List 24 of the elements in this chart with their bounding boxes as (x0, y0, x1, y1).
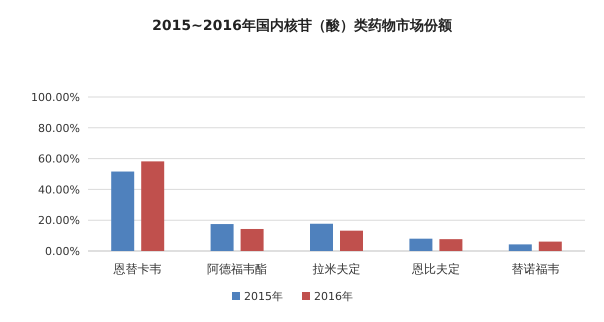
bar (538, 242, 562, 251)
y-tick-label: 40.00% (38, 183, 80, 196)
bar (210, 224, 234, 251)
chart-title: 2015~2016年国内核苷（酸）类药物市场份额 (152, 17, 453, 34)
legend-label: 2015年 (244, 290, 283, 303)
y-tick-label: 80.00% (38, 122, 80, 135)
bar (111, 172, 134, 251)
x-tick-label: 恩比夫定 (410, 262, 460, 276)
y-tick-label: 20.00% (38, 214, 80, 228)
bar (240, 228, 264, 251)
y-tick-label: 60.00% (38, 152, 80, 166)
bar (141, 161, 164, 251)
bar (508, 244, 532, 251)
x-tick-label: 拉米夫定 (312, 262, 360, 276)
x-tick-label: 阿德福韦酯 (207, 262, 268, 276)
bar (439, 239, 462, 251)
y-tick-label: 100.00% (31, 91, 80, 104)
legend-label: 2016年 (314, 290, 353, 303)
x-tick-label: 替诺福韦 (511, 262, 560, 276)
y-tick-label: 0.00% (45, 245, 80, 258)
bar (409, 238, 432, 251)
x-tick-label: 恩替卡韦 (112, 262, 162, 276)
bar (340, 230, 363, 251)
bar (310, 224, 333, 251)
